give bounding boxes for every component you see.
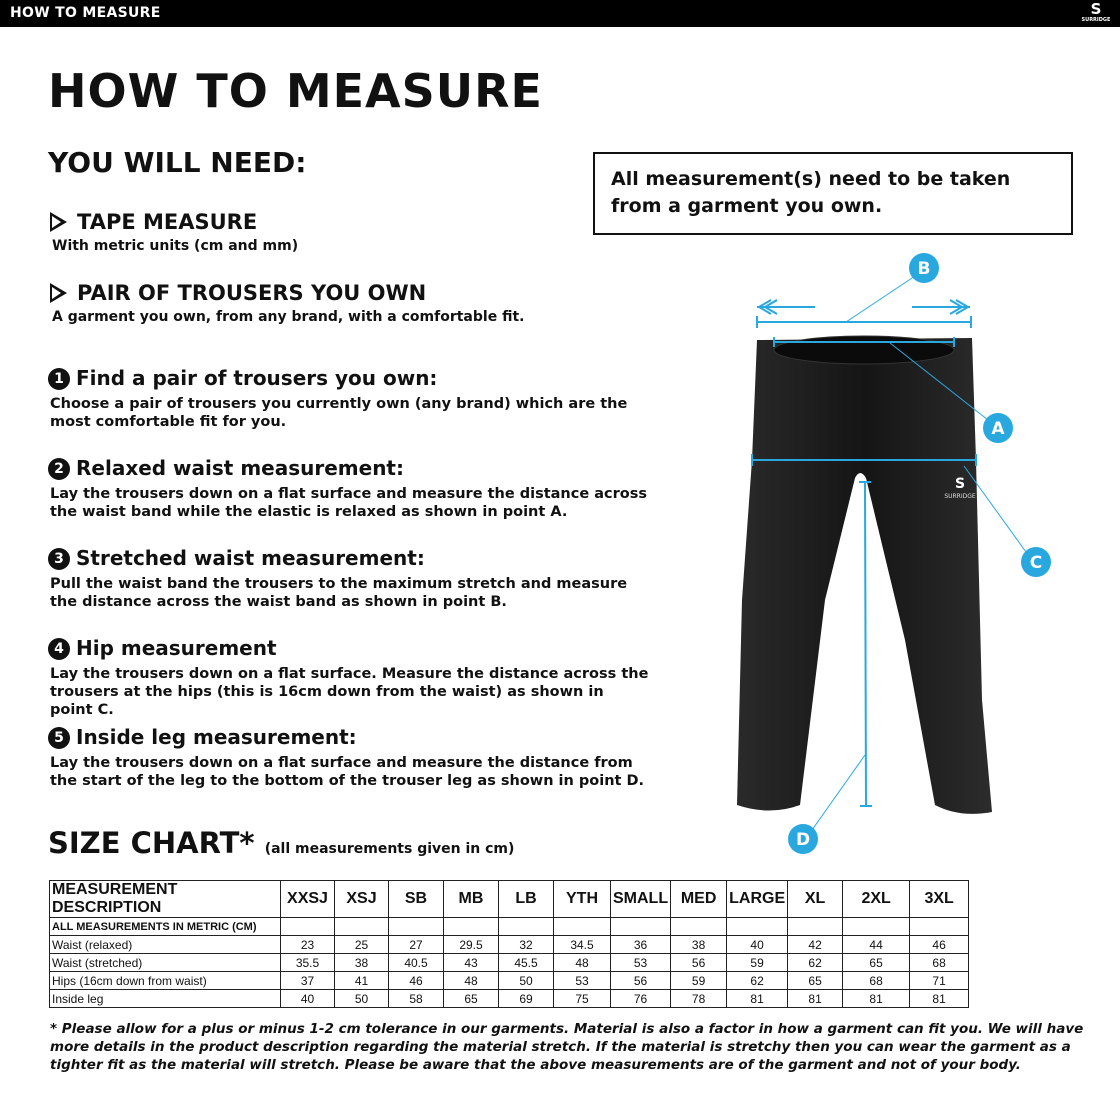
step-2-title: 2 Relaxed waist measurement: <box>48 456 404 480</box>
trousers-image <box>737 338 992 814</box>
svg-text:C: C <box>1030 553 1042 573</box>
cell-value: 56 <box>609 971 672 990</box>
step-3-title: 3 Stretched waist measurement: <box>48 546 425 570</box>
top-bar-title: HOW TO MEASURE <box>10 5 161 21</box>
footnote: * Please allow for a plus or minus 1-2 c… <box>50 1021 1084 1073</box>
step-3-text: Pull the waist band the trousers to the … <box>50 576 628 610</box>
row-label: Waist (relaxed) <box>49 935 281 954</box>
you-will-need-heading: YOU WILL NEED: <box>48 146 307 179</box>
cell-value: 45.5 <box>498 953 554 972</box>
cell-value: 50 <box>498 971 554 990</box>
cell-value: 29.5 <box>443 935 499 954</box>
cell-value: 34.5 <box>553 935 611 954</box>
cell-value: 68 <box>842 971 911 990</box>
cell-value: 65 <box>842 953 911 972</box>
cell-value: 48 <box>443 971 499 990</box>
step-4-title: 4 Hip measurement <box>48 636 277 660</box>
step-5-title: 5 Inside leg measurement: <box>48 725 357 749</box>
cell-value: 68 <box>909 953 970 972</box>
cell-value: 50 <box>334 989 389 1008</box>
step-2-text: Lay the trousers down on a flat surface … <box>50 486 647 520</box>
cell-value: 37 <box>280 971 335 990</box>
need-tape-measure: TAPE MEASURE <box>50 210 257 234</box>
cell-value: 35.5 <box>280 953 335 972</box>
table-header-row: MEASUREMENT DESCRIPTION XXSJ XSJ SB MB LB Y… <box>49 880 970 918</box>
cell-value: 59 <box>670 971 728 990</box>
cell-value: 62 <box>726 971 789 990</box>
size-chart-table: MEASUREMENT DESCRIPTION XXSJ XSJ SB MB LB Y… <box>49 880 970 1008</box>
table-row: Inside leg 40 50 58 65 69 75 76 78 81 81 81 81 <box>49 989 970 1008</box>
point-b-badge: B <box>909 253 939 283</box>
step-5-text: Lay the trousers down on a flat surface … <box>50 755 645 789</box>
row-label: Hips (16cm down from waist) <box>49 971 281 990</box>
size-chart-title: SIZE CHART* (all measurements given in c… <box>48 826 515 860</box>
point-a-badge: A <box>983 413 1013 443</box>
garment-logo-mark: S <box>955 476 965 492</box>
cell-value: 23 <box>280 935 335 954</box>
cell-value: 40 <box>726 935 789 954</box>
cell-value: 71 <box>909 971 970 990</box>
page-title: HOW TO MEASURE <box>48 64 543 118</box>
cell-value: 81 <box>787 989 844 1008</box>
cell-value: 27 <box>388 935 444 954</box>
cell-value: 43 <box>443 953 499 972</box>
play-triangle-icon <box>50 212 67 232</box>
cell-value: 40 <box>280 989 335 1008</box>
cell-value: 59 <box>726 953 789 972</box>
surridge-logo: S SURRIDGE <box>1081 0 1111 24</box>
cell-value: 81 <box>842 989 911 1008</box>
garment-logo-text: SURRIDGE <box>944 493 976 500</box>
table-row: Hips (16cm down from waist) 37 41 46 48 50 53 5… <box>49 971 970 990</box>
cell-value: 41 <box>334 971 389 990</box>
cell-value: 44 <box>842 935 911 954</box>
step-4-text: Lay the trousers down on a flat surface.… <box>50 666 649 718</box>
cell-value: 69 <box>498 989 554 1008</box>
cell-value: 62 <box>787 953 844 972</box>
table-unit-row: ALL MEASUREMENTS IN METRIC (CM) <box>49 917 970 936</box>
cell-value: 81 <box>909 989 970 1008</box>
cell-value: 46 <box>388 971 444 990</box>
need-trousers: PAIR OF TROUSERS YOU OWN <box>50 281 426 305</box>
cell-value: 48 <box>553 953 611 972</box>
svg-text:D: D <box>796 830 810 850</box>
svg-text:B: B <box>918 259 931 279</box>
cell-value: 53 <box>553 971 611 990</box>
row-label: Inside leg <box>49 989 281 1008</box>
step-1-text: Choose a pair of trousers you currently … <box>50 396 628 430</box>
cell-value: 56 <box>670 953 728 972</box>
need-tape-measure-desc: With metric units (cm and mm) <box>52 238 299 254</box>
cell-value: 36 <box>609 935 672 954</box>
cell-value: 38 <box>670 935 728 954</box>
cell-value: 32 <box>498 935 554 954</box>
notice-box: All measurement(s) need to be taken from… <box>593 152 1073 235</box>
cell-value: 25 <box>334 935 389 954</box>
cell-value: 81 <box>726 989 789 1008</box>
point-c-badge: C <box>1021 547 1051 577</box>
point-d-badge: D <box>788 824 818 854</box>
table-row: Waist (relaxed) 23 25 27 29.5 32 34.5 36 38 40 42 4… <box>49 935 970 954</box>
need-trousers-desc: A garment you own, from any brand, with … <box>52 309 525 325</box>
cell-value: 78 <box>670 989 728 1008</box>
cell-value: 46 <box>909 935 970 954</box>
cell-value: 65 <box>787 971 844 990</box>
cell-value: 42 <box>787 935 844 954</box>
svg-text:A: A <box>991 419 1005 439</box>
cell-value: 38 <box>334 953 389 972</box>
cell-value: 65 <box>443 989 499 1008</box>
cell-value: 58 <box>388 989 444 1008</box>
table-row: Waist (stretched) 35.5 38 40.5 43 45.5 48 53 56 5… <box>49 953 970 972</box>
cell-value: 40.5 <box>388 953 444 972</box>
cell-value: 75 <box>553 989 611 1008</box>
row-label: Waist (stretched) <box>49 953 281 972</box>
play-triangle-icon <box>50 283 67 303</box>
top-bar: HOW TO MEASURE S SURRIDGE <box>0 0 1120 27</box>
cell-value: 76 <box>609 989 672 1008</box>
cell-value: 53 <box>609 953 672 972</box>
step-1-title: 1 Find a pair of trousers you own: <box>48 366 437 390</box>
